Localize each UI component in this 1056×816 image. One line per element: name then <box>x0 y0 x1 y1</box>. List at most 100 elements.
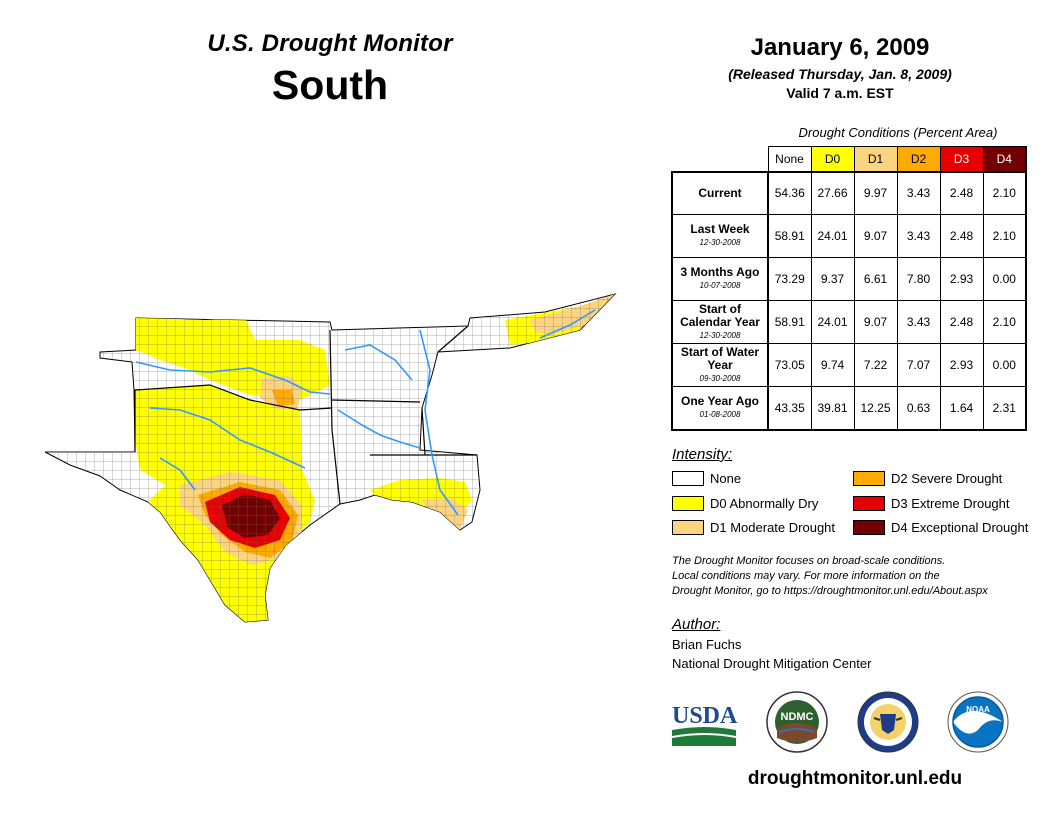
row-label: One Year Ago 01-08-2008 <box>671 386 769 431</box>
table-cell: 7.80 <box>896 257 941 301</box>
table-row: Current 54.36 27.66 9.97 3.43 2.48 2.10 <box>671 170 1027 215</box>
legend-item-d3: D3 Extreme Drought <box>853 496 1010 511</box>
table-cell: 24.01 <box>810 214 855 258</box>
table-cell: 6.61 <box>853 257 898 301</box>
col-d4: D4 <box>982 146 1027 173</box>
table-row: Start of Water Year 09-30-2008 73.05 9.74… <box>671 343 1027 387</box>
stats-header-row: None D0 D1 D2 D3 D4 <box>672 146 1027 173</box>
col-none: None <box>767 146 812 173</box>
stats-caption: Drought Conditions (Percent Area) <box>798 125 998 140</box>
stats-corner <box>672 146 769 173</box>
ndmc-logo-text: NDMC <box>781 711 814 723</box>
table-cell: 58.91 <box>767 214 812 258</box>
table-cell: 39.81 <box>810 386 855 431</box>
table-cell: 3.43 <box>896 300 941 344</box>
table-row: One Year Ago 01-08-2008 43.35 39.81 12.25… <box>671 386 1027 431</box>
table-cell: 43.35 <box>767 386 812 431</box>
table-cell: 27.66 <box>810 170 855 215</box>
table-cell: 2.93 <box>939 257 984 301</box>
logos-svg: USDA NDMC NOAA <box>672 691 1009 753</box>
legend-title: Intensity: <box>672 446 733 463</box>
table-cell: 0.00 <box>982 257 1027 301</box>
table-cell: 2.48 <box>939 170 984 215</box>
table-cell: 2.93 <box>939 343 984 387</box>
table-cell: 9.07 <box>853 214 898 258</box>
region-title: South <box>271 62 389 108</box>
row-label: Current <box>671 170 769 215</box>
table-cell: 12.25 <box>853 386 898 431</box>
table-cell: 9.74 <box>810 343 855 387</box>
legend-item-d0: D0 Abnormally Dry <box>672 496 818 511</box>
date-block: January 6, 2009 (Released Thursday, Jan.… <box>690 34 990 101</box>
table-cell: 1.64 <box>939 386 984 431</box>
table-row: Last Week 12-30-2008 58.91 24.01 9.07 3.4… <box>671 214 1027 258</box>
row-label: Last Week 12-30-2008 <box>671 214 769 258</box>
commerce-seal-icon <box>857 691 919 753</box>
logo-row: USDA NDMC NOAA <box>670 690 1040 760</box>
table-cell: 7.22 <box>853 343 898 387</box>
row-label: Start of Water Year 09-30-2008 <box>671 343 769 387</box>
legend-item-d2: D2 Severe Drought <box>853 471 1002 486</box>
table-cell: 9.97 <box>853 170 898 215</box>
usda-logo-icon: USDA <box>672 703 738 746</box>
table-cell: 2.10 <box>982 214 1027 258</box>
table-cell: 54.36 <box>767 170 812 215</box>
table-cell: 73.05 <box>767 343 812 387</box>
legend-swatch <box>672 496 704 511</box>
table-cell: 9.37 <box>810 257 855 301</box>
author-org: National Drought Mitigation Center <box>672 656 872 671</box>
map-date: January 6, 2009 <box>750 34 930 61</box>
table-row: 3 Months Ago 10-07-2008 73.29 9.37 6.61 7… <box>671 257 1027 301</box>
legend-swatch <box>672 520 704 535</box>
map-title: U.S. Drought Monitor <box>207 30 453 57</box>
valid-time: Valid 7 a.m. EST <box>786 85 894 101</box>
legend-label: D0 Abnormally Dry <box>710 496 819 511</box>
col-d0: D0 <box>810 146 855 173</box>
legend-label: D1 Moderate Drought <box>710 520 836 535</box>
legend-swatch <box>853 471 885 486</box>
table-cell: 73.29 <box>767 257 812 301</box>
note-line: The Drought Monitor focuses on broad-sca… <box>672 555 946 567</box>
table-cell: 2.10 <box>982 170 1027 215</box>
row-label: 3 Months Ago 10-07-2008 <box>671 257 769 301</box>
legend-label: D2 Severe Drought <box>891 471 1003 486</box>
table-cell: 3.43 <box>896 170 941 215</box>
table-cell: 2.48 <box>939 214 984 258</box>
author-title: Author: <box>672 616 721 633</box>
table-cell: 0.00 <box>982 343 1027 387</box>
table-cell: 3.43 <box>896 214 941 258</box>
legend-item-none: None <box>672 471 741 486</box>
legend-item-d4: D4 Exceptional Drought <box>853 520 1028 535</box>
table-cell: 9.07 <box>853 300 898 344</box>
legend-item-d1: D1 Moderate Drought <box>672 520 835 535</box>
monitor-note: The Drought Monitor focuses on broad-sca… <box>672 554 1052 599</box>
table-row: Start of Calendar Year 12-30-2008 58.91 2… <box>671 300 1027 344</box>
usda-logo-text: USDA <box>672 703 738 729</box>
author-name: Brian Fuchs <box>672 637 742 652</box>
noaa-logo-text: NOAA <box>966 705 990 714</box>
website-url[interactable]: droughtmonitor.unl.edu <box>747 768 963 789</box>
note-line: Local conditions may vary. For more info… <box>672 570 940 582</box>
drought-map-svg <box>44 293 616 623</box>
legend-label: D3 Extreme Drought <box>891 496 1010 511</box>
drought-map <box>40 290 630 650</box>
release-date: (Released Thursday, Jan. 8, 2009) <box>728 66 952 82</box>
table-cell: 58.91 <box>767 300 812 344</box>
legend-label: None <box>710 471 742 486</box>
legend-swatch <box>672 471 704 486</box>
table-cell: 2.10 <box>982 300 1027 344</box>
col-d1: D1 <box>853 146 898 173</box>
row-label: Start of Calendar Year 12-30-2008 <box>671 300 769 344</box>
note-line: Drought Monitor, go to https://droughtmo… <box>672 585 988 597</box>
noaa-logo-icon: NOAA <box>947 691 1009 753</box>
col-d3: D3 <box>939 146 984 173</box>
title-block: U.S. Drought Monitor South <box>130 30 530 109</box>
legend-label: D4 Exceptional Drought <box>891 520 1029 535</box>
table-cell: 2.31 <box>982 386 1027 431</box>
table-cell: 0.63 <box>896 386 941 431</box>
legend-swatch <box>853 496 885 511</box>
table-cell: 24.01 <box>810 300 855 344</box>
table-cell: 7.07 <box>896 343 941 387</box>
table-cell: 2.48 <box>939 300 984 344</box>
ndmc-logo-icon: NDMC <box>766 691 828 753</box>
